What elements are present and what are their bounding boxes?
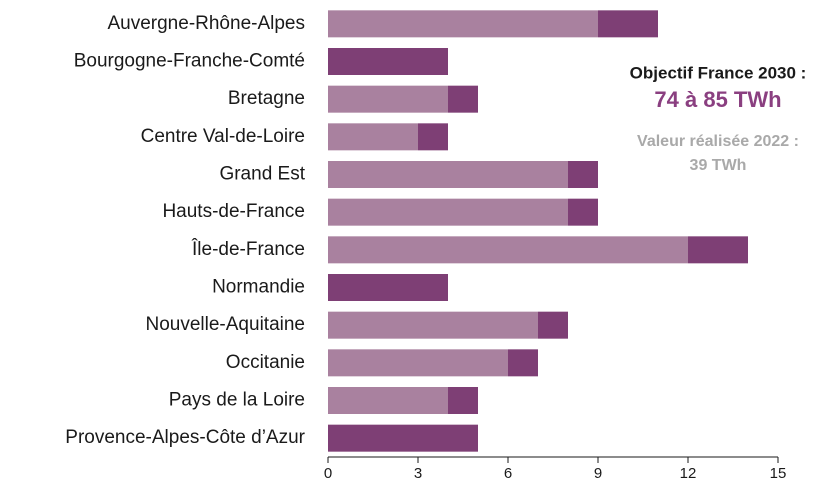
x-tick-label: 3 <box>414 465 422 481</box>
bar-segment <box>328 274 448 301</box>
bar-segment <box>688 236 748 264</box>
bar-segment <box>568 161 598 188</box>
y-tick-label: Nouvelle-Aquitaine <box>146 314 306 335</box>
y-tick-label: Grand Est <box>219 164 305 185</box>
x-tick-label: 15 <box>770 465 787 481</box>
bar-segment <box>328 10 598 38</box>
bar-segment <box>328 85 448 113</box>
bar-segment <box>328 236 688 264</box>
y-tick-label: Normandie <box>212 277 305 298</box>
x-tick-label: 6 <box>504 465 512 481</box>
x-tick-label: 12 <box>680 465 697 481</box>
bar-segment <box>418 123 448 151</box>
bar-segment <box>328 311 538 339</box>
annotation: Objectif France 2030 : <box>630 63 807 82</box>
y-tick-label: Occitanie <box>226 352 305 373</box>
y-tick-label: Provence-Alpes-Côte d’Azur <box>65 427 305 448</box>
bar-segment <box>538 311 568 339</box>
y-tick-label: Pays de la Loire <box>169 390 305 411</box>
bar-segment <box>568 198 598 226</box>
bar-segment <box>328 349 508 377</box>
bar-segment <box>448 85 478 113</box>
y-tick-label: Auvergne-Rhône-Alpes <box>107 13 305 34</box>
bar-segment <box>328 198 568 226</box>
y-tick-label: Centre Val-de-Loire <box>141 126 305 147</box>
bar-segment <box>328 48 448 75</box>
bar-segment <box>448 387 478 414</box>
y-tick-label: Bretagne <box>228 88 305 109</box>
bar-segment <box>508 349 538 377</box>
annotation: Valeur réalisée 2022 : <box>637 133 799 150</box>
bar-segment <box>598 10 658 38</box>
bar-segment <box>328 123 418 151</box>
annotation: 39 TWh <box>690 157 747 174</box>
y-tick-label: Bourgogne-Franche-Comté <box>74 51 305 72</box>
y-tick-label: Île-de-France <box>191 238 305 260</box>
x-tick-label: 9 <box>594 465 602 481</box>
x-tick-label: 0 <box>324 465 332 481</box>
annotation: 74 à 85 TWh <box>654 87 781 112</box>
bar-segment <box>328 161 568 188</box>
bar-segment <box>328 387 448 414</box>
y-tick-label: Hauts-de-France <box>162 201 305 222</box>
bar-segment <box>328 424 478 452</box>
